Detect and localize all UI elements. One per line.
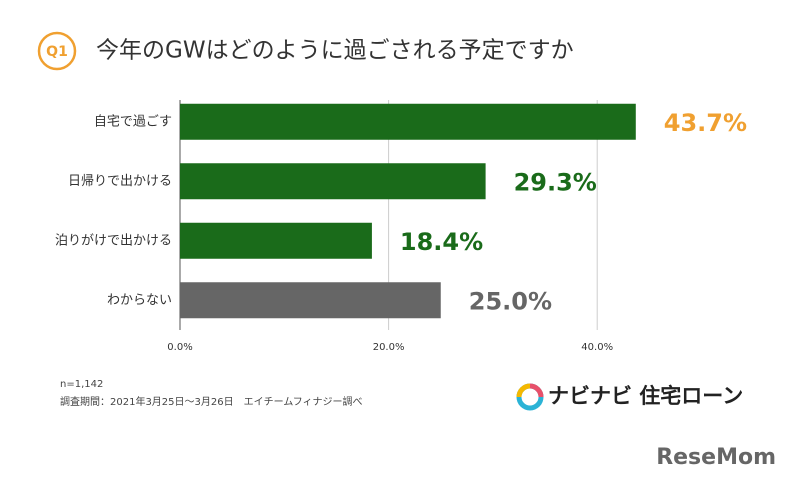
bar — [180, 222, 372, 259]
note: n=1,142 — [60, 379, 103, 390]
chart-title: 今年のGWはどのように過ごされる予定ですか — [96, 38, 574, 64]
bar — [180, 282, 441, 319]
value-label: 25.0% — [469, 287, 552, 315]
logo-icon — [516, 383, 544, 411]
value-label: 43.7% — [664, 109, 747, 137]
y-tick-label: 泊りがけで出かける — [55, 233, 172, 248]
badge: Q1 — [46, 44, 68, 60]
badge-circle — [37, 31, 77, 71]
x-tick-label: 40.0% — [581, 342, 613, 353]
bar — [180, 163, 486, 200]
value-label: 29.3% — [514, 168, 597, 196]
value-label: 18.4% — [400, 228, 483, 256]
logo-text: ナビナビ 住宅ローン — [548, 384, 743, 408]
y-tick-label: 自宅で過ごす — [94, 113, 172, 129]
x-tick-label: 0.0% — [167, 342, 192, 353]
x-tick-label: 20.0% — [373, 342, 405, 353]
bar — [180, 103, 636, 140]
note: 調査期間：2021年3月25日～3月26日 エイチームフィナジー調べ — [60, 395, 363, 408]
y-tick-label: わからない — [107, 293, 172, 308]
watermark: ReseMom — [656, 445, 776, 470]
y-tick-label: 日帰りで出かける — [68, 173, 172, 189]
